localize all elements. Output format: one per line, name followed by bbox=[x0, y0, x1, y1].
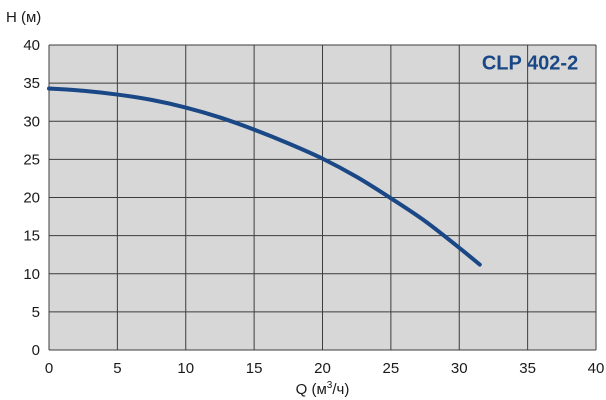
series-line bbox=[47, 86, 482, 267]
x-tick-label: 25 bbox=[383, 360, 400, 377]
x-axis-label-sup: 3 bbox=[327, 380, 333, 391]
y-tick-label: 5 bbox=[32, 304, 40, 321]
model-label: CLP 402-2 bbox=[482, 52, 578, 74]
y-tick-label: 25 bbox=[23, 151, 40, 168]
x-tick-labels: 0 5 10 15 20 25 30 35 40 bbox=[45, 360, 605, 377]
x-tick-label: 40 bbox=[588, 360, 605, 377]
x-tick-label: 20 bbox=[314, 360, 331, 377]
x-tick-label: 35 bbox=[519, 360, 536, 377]
y-tick-label: 20 bbox=[23, 190, 40, 207]
x-axis-label-main: Q (м bbox=[296, 381, 327, 398]
x-tick-label: 0 bbox=[45, 360, 53, 377]
x-tick-label: 5 bbox=[113, 360, 121, 377]
y-tick-label: 15 bbox=[23, 228, 40, 245]
x-tick-label: 30 bbox=[451, 360, 468, 377]
y-axis-label: H (м) bbox=[6, 9, 41, 26]
y-tick-label: 0 bbox=[32, 342, 40, 359]
x-axis-label: Q (м3/ч) bbox=[296, 380, 350, 398]
x-axis-label-end: /ч) bbox=[332, 381, 349, 398]
y-tick-label: 35 bbox=[23, 75, 40, 92]
y-tick-label: 30 bbox=[23, 113, 40, 130]
x-tick-label: 10 bbox=[177, 360, 194, 377]
y-tick-labels: 0 5 10 15 20 25 30 35 40 bbox=[23, 37, 40, 359]
y-tick-label: 40 bbox=[23, 37, 40, 54]
x-tick-label: 15 bbox=[246, 360, 263, 377]
y-tick-label: 10 bbox=[23, 266, 40, 283]
